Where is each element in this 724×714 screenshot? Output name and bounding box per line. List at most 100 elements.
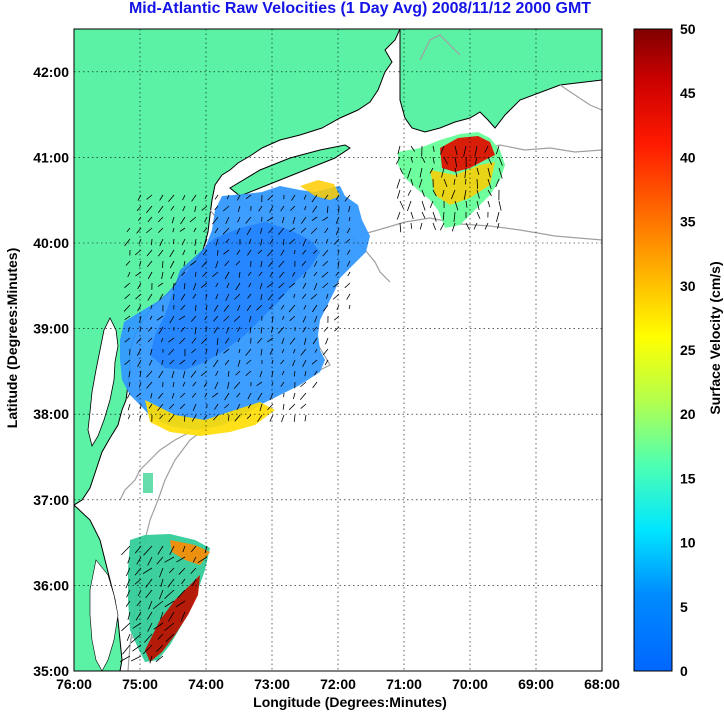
velocity-vector [125,600,131,607]
velocity-vector [289,282,296,288]
velocity-vector [311,216,318,222]
velocity-vector [344,282,351,289]
velocity-vector [224,260,230,267]
velocity-vector [346,293,351,300]
velocity-vector [278,227,285,236]
velocity-vector [127,611,131,621]
velocity-vector [313,271,318,277]
velocity-vector [292,392,296,400]
velocity-vector [183,282,186,290]
velocity-vector [136,205,142,212]
velocity-vector [223,348,230,354]
velocity-vector [224,271,230,280]
velocity-vector [443,178,448,188]
velocity-vector [289,227,296,233]
velocity-vector [201,337,208,345]
velocity-vector [182,194,186,201]
velocity-vector [223,315,230,322]
velocity-vector [326,293,329,299]
velocity-vector [300,348,307,356]
velocity-vector [419,167,423,178]
velocity-vector [159,567,164,578]
velocity-vector [169,359,175,365]
velocity-vector [289,337,296,345]
velocity-vector [454,167,458,178]
velocity-vector [237,205,241,213]
velocity-vector [256,381,263,386]
velocity-vector [201,260,208,268]
velocity-vector [180,304,186,311]
velocity-vector [125,260,131,266]
velocity-vector [181,578,186,585]
velocity-vector [498,167,503,179]
velocity-vector [335,227,340,236]
velocity-vector [439,145,445,155]
velocity-vector [225,216,230,224]
velocity-vector [180,392,186,398]
velocity-vector [247,403,252,409]
velocity-vector [429,167,434,174]
velocity-vector [260,238,263,246]
velocity-vector [476,211,481,219]
velocity-vector [211,392,219,398]
velocity-vector [235,370,241,376]
velocity-vector [152,600,164,610]
velocity-vector [179,227,186,232]
velocity-vector [192,556,197,563]
velocity-vector [136,556,142,565]
velocity-vector [454,156,458,168]
velocity-vector [247,271,252,277]
velocity-vector [260,293,263,301]
velocity-vector [191,194,197,202]
velocity-vector [245,359,252,365]
velocity-vector [335,216,340,224]
velocity-vector [247,249,252,256]
velocity-vector [190,260,197,266]
velocity-vector [182,205,186,212]
velocity-vector [268,227,274,234]
velocity-vector [495,178,500,188]
velocity-vector [234,414,241,422]
colorbar-tick-label: 40 [680,149,696,165]
velocity-vector [266,249,274,257]
velocity-vector [136,337,142,344]
velocity-vector [182,545,186,553]
velocity-vector [310,293,318,300]
velocity-vector [268,304,274,310]
velocity-vector [226,282,230,289]
y-tick-label: 41:00 [33,149,69,165]
velocity-vector [476,200,480,211]
velocity-vector [225,238,230,244]
velocity-vector [137,589,142,597]
velocity-vector [300,227,307,233]
velocity-vector [278,293,285,300]
velocity-vector [172,381,175,388]
velocity-vector [269,271,274,277]
velocity-vector [146,611,153,620]
velocity-vector [347,271,351,277]
velocity-vector [302,326,307,333]
velocity-field-main-ne [300,180,340,200]
velocity-vector [194,249,197,255]
x-tick-label: 72:00 [320,676,356,692]
velocity-vector [212,216,219,225]
velocity-vector [301,260,307,267]
velocity-vector [288,304,296,313]
velocity-vector [310,227,318,235]
velocity-vector [260,227,263,235]
velocity-field-south-warm [170,540,210,565]
colorbar-tick-label: 20 [680,406,696,422]
velocity-vector [202,249,208,256]
velocity-vector [142,644,153,655]
velocity-vector [325,238,329,244]
velocity-vector [324,194,329,200]
velocity-vector [293,414,296,422]
velocity-vector [177,589,186,599]
velocity-vector [203,238,208,247]
velocity-vector [214,381,219,390]
velocity-vector [454,145,458,155]
land-mainland [74,29,401,506]
velocity-vector [164,622,175,632]
velocity-vector [453,178,456,185]
velocity-vector [314,260,318,267]
